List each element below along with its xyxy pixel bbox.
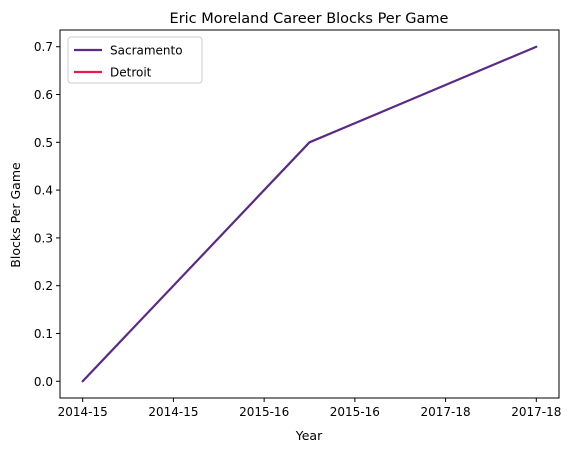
y-tick-label: 0.4 <box>34 184 53 198</box>
x-tick-label: 2014-15 <box>148 405 198 419</box>
y-axis-label: Blocks Per Game <box>8 162 23 268</box>
y-tick-label: 0.3 <box>34 231 53 245</box>
y-tick-label: 0.5 <box>34 136 53 150</box>
y-tick-label: 0.1 <box>34 327 53 341</box>
x-tick-label: 2015-16 <box>330 405 380 419</box>
plot-frame <box>59 29 560 399</box>
x-tick-label: 2017-18 <box>511 405 561 419</box>
x-tick-label: 2015-16 <box>239 405 289 419</box>
x-tick-label: 2014-15 <box>58 405 108 419</box>
chart-title: Eric Moreland Career Blocks Per Game <box>170 11 449 27</box>
legend-label-1: Detroit <box>110 66 152 80</box>
y-tick-label: 0.7 <box>34 40 53 54</box>
series-line-0 <box>81 45 538 383</box>
y-tick-label: 0.6 <box>34 88 53 102</box>
legend-label-0: Sacramento <box>110 44 183 58</box>
y-tick-label: 0.0 <box>34 375 53 389</box>
x-axis-label: Year <box>295 428 323 443</box>
y-tick-label: 0.2 <box>34 279 53 293</box>
x-tick-label: 2017-18 <box>421 405 471 419</box>
